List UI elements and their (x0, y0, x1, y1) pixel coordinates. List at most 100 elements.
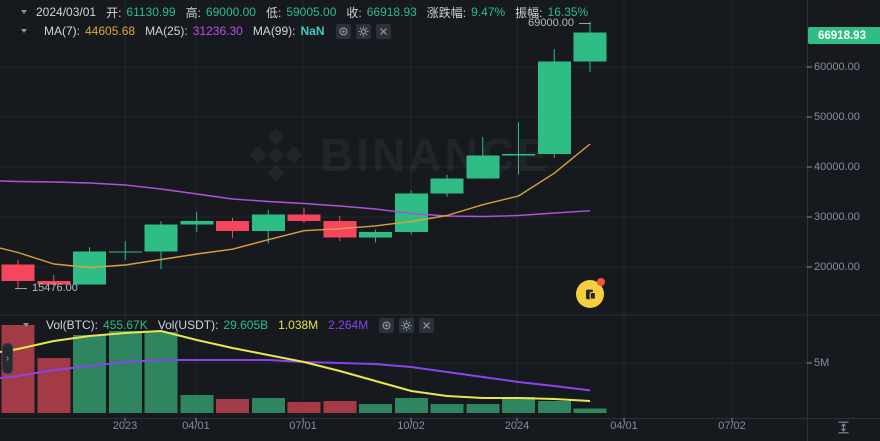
high-price-annotation: 69000.00 (0, 17, 591, 29)
time-tick-label: 10/02 (397, 420, 425, 432)
ma-line (0, 359, 591, 392)
legend-value: 2.264M (328, 318, 369, 332)
candle[interactable] (37, 275, 71, 286)
time-tick-label: 07/01 (289, 420, 317, 432)
ohlc-legend: 2024/03/01 开: 61130.99 高: 69000.00 低: 59005.0… (21, 4, 588, 20)
legend-label: 振幅: (515, 5, 543, 20)
legend-value: 61130.99 (126, 5, 176, 19)
candle[interactable] (216, 217, 249, 238)
legend-label: MA(7): (44, 24, 80, 38)
high-price-text: 69000.00 (528, 17, 574, 29)
legend-label: 高: (185, 5, 201, 20)
low-price-annotation: 15476.00 (15, 282, 78, 294)
price-tick-label: 40000.00 (814, 160, 860, 173)
close-icon[interactable] (375, 23, 391, 39)
legend-label: 收: (346, 5, 362, 20)
legend-value: 66918.93 (366, 5, 417, 19)
kline-date: 2024/03/01 (36, 5, 97, 19)
legend-value: 455.67K (103, 318, 148, 332)
ma-line (0, 143, 591, 269)
collapse-caret-icon[interactable] (21, 29, 27, 33)
ma-legend-buttons (331, 23, 391, 39)
panel-expand-handle[interactable]: › (2, 343, 13, 374)
legend-value: 29.605B (223, 318, 269, 332)
collapse-caret-icon[interactable] (21, 10, 27, 14)
time-tick-label: 04/01 (182, 420, 210, 432)
ma-line (0, 180, 591, 218)
notification-dot (597, 278, 605, 286)
settings-icon[interactable] (355, 23, 371, 39)
volume-bar[interactable] (430, 404, 464, 413)
legend-value: 1.038M (278, 318, 319, 332)
candle[interactable] (180, 211, 214, 233)
price-tick-label: 20000.00 (814, 260, 860, 273)
legend-label: MA(99): (252, 24, 296, 38)
volume-bar[interactable] (37, 358, 71, 413)
visibility-icon[interactable] (335, 23, 351, 39)
candle[interactable] (251, 209, 285, 244)
price-tick-label: 60000.00 (814, 60, 860, 73)
candle[interactable] (537, 49, 571, 158)
legend-value: 31236.30 (192, 24, 243, 38)
ohlc-fields: 开: 61130.99 高: 69000.00 低: 59005.00 收: 66918.93… (96, 4, 588, 21)
candle[interactable] (466, 137, 500, 179)
candle[interactable] (1, 259, 35, 290)
volume-bar[interactable] (216, 399, 249, 413)
volume-bar[interactable] (73, 335, 106, 413)
legend-label: MA(25): (145, 24, 188, 38)
volume-bar[interactable] (287, 402, 321, 413)
price-tick-label: 50000.00 (814, 110, 860, 123)
candle[interactable] (287, 207, 321, 223)
candle[interactable] (430, 174, 464, 197)
feed-icon (585, 289, 596, 300)
last-price-label: 66918.93 (808, 27, 880, 44)
volume-bar[interactable] (466, 404, 500, 413)
binance-logo-icon (249, 128, 303, 182)
fit-scale-icon[interactable] (836, 420, 851, 435)
candle[interactable] (573, 22, 607, 72)
price-tick-label: 30000.00 (814, 210, 860, 223)
candle[interactable] (502, 122, 535, 175)
annotation-dash (579, 22, 591, 24)
time-tick-label: 2023 (112, 420, 138, 432)
volume-bar[interactable] (537, 401, 571, 413)
volume-bar[interactable] (180, 395, 214, 413)
volume-fields: Vol(BTC): 455.67K Vol(USDT): 29.605B 1.038M 2… (36, 318, 368, 332)
volume-bar[interactable] (323, 401, 357, 413)
candle[interactable] (359, 229, 392, 243)
volume-bar[interactable] (108, 331, 142, 413)
legend-label: 涨跌幅: (426, 5, 467, 20)
visibility-icon[interactable] (379, 317, 395, 333)
volume-bar[interactable] (144, 332, 178, 413)
volume-legend: Vol(BTC): 455.67K Vol(USDT): 29.605B 1.038M 2… (23, 317, 435, 333)
volume-bar[interactable] (394, 398, 428, 413)
low-price-text: 15476.00 (32, 282, 78, 294)
legend-value: 59005.00 (286, 5, 337, 19)
legend-value: 16.35% (547, 5, 589, 19)
settings-icon[interactable] (399, 317, 415, 333)
legend-label: Vol(BTC): (46, 318, 99, 332)
volume-bar[interactable] (573, 408, 607, 413)
ma-fields: MA(7): 44605.68 MA(25): 31236.30 MA(99): NaN (34, 24, 325, 38)
ma-legend: MA(7): 44605.68 MA(25): 31236.30 MA(99): NaN (21, 23, 391, 39)
legend-value: 9.47% (471, 5, 506, 19)
volume-bar[interactable] (359, 404, 392, 413)
annotation-dash (15, 287, 27, 289)
ma-line (0, 330, 591, 402)
collapse-caret-icon[interactable] (23, 323, 29, 327)
legend-label: 开: (106, 5, 122, 20)
candle[interactable] (108, 240, 142, 261)
volume-bar[interactable] (251, 398, 285, 413)
candle[interactable] (144, 221, 178, 270)
close-icon[interactable] (419, 317, 435, 333)
time-tick-label: 2024 (504, 420, 530, 432)
legend-value: 69000.00 (205, 5, 256, 19)
volume-legend-buttons (374, 317, 435, 333)
volume-bar[interactable] (502, 397, 535, 413)
legend-value: 44605.68 (85, 24, 136, 38)
legend-label: Vol(USDT): (157, 318, 219, 332)
time-tick-label: 07/02 (718, 420, 746, 432)
news-fab-button[interactable] (576, 278, 605, 308)
